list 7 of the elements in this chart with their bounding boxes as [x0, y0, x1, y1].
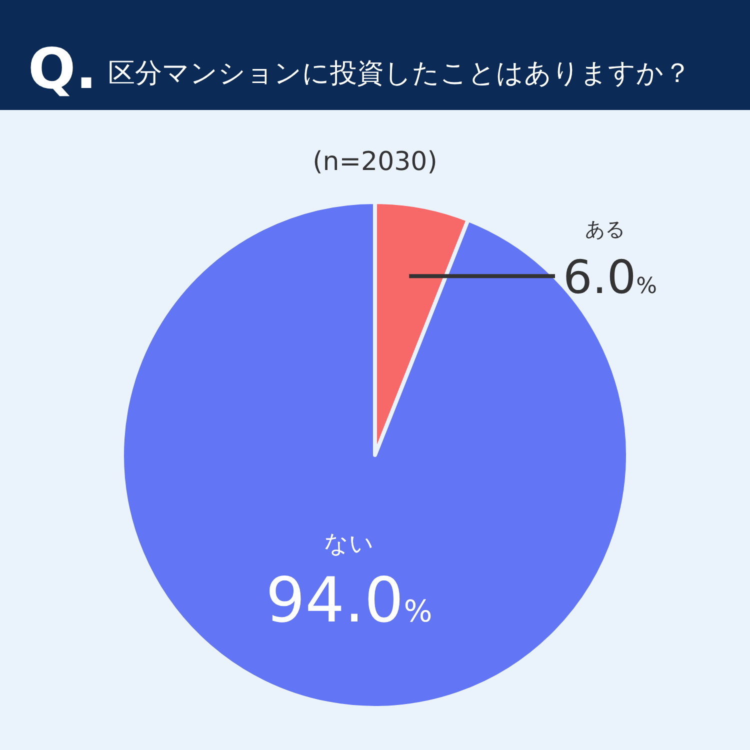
data-label: 6.0% — [563, 250, 658, 304]
slice-label: ある — [585, 217, 625, 242]
slice-label: ない — [324, 530, 374, 558]
data-label: 94.0% — [266, 564, 432, 637]
chart-subtitle: (n=2030) — [312, 147, 438, 177]
text: Q. — [28, 37, 97, 102]
title: 区分マンションに投資したことはありますか？ — [108, 58, 691, 89]
